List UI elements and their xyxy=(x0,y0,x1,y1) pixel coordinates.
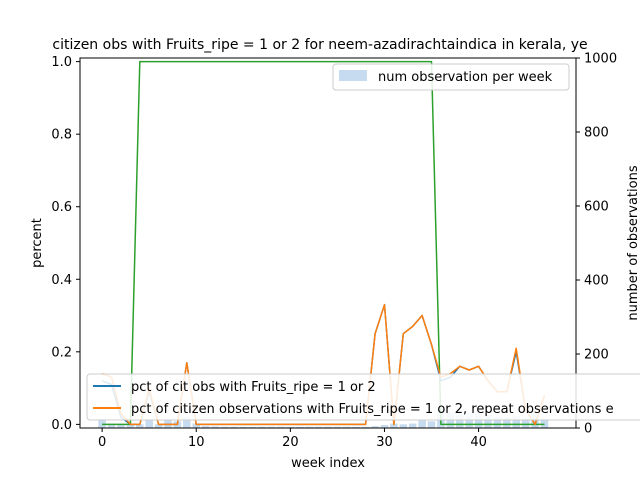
bar-week-38 xyxy=(456,413,464,428)
legend-line-label-2: pct of citizen observations with Fruits_… xyxy=(131,402,614,417)
bar-week-42 xyxy=(493,416,502,428)
legend-frame xyxy=(86,373,640,421)
bar-week-24 xyxy=(324,426,332,428)
bar-week-41 xyxy=(484,415,492,428)
bar-week-16 xyxy=(248,426,257,428)
y-right-tick-label: 1000 xyxy=(584,52,617,67)
x-tick-label: 0 xyxy=(98,435,106,450)
y-right-tick-label: 200 xyxy=(584,348,609,363)
legend-bar-label: num observation per week xyxy=(378,70,553,85)
x-tick-label: 10 xyxy=(188,435,205,450)
y-axis-right-label: number of observations xyxy=(626,165,640,320)
x-axis-label: week index xyxy=(291,456,365,471)
bar-week-1 xyxy=(107,423,116,428)
bar-week-3 xyxy=(126,425,135,428)
bar-week-14 xyxy=(230,426,238,428)
y-tick-label: 0.4 xyxy=(51,273,72,288)
bar-week-13 xyxy=(220,426,229,428)
bar-week-46 xyxy=(531,413,539,428)
bar-week-22 xyxy=(305,426,313,428)
bar-week-32 xyxy=(399,424,408,428)
bar-week-29 xyxy=(371,426,379,428)
legend-frame xyxy=(332,63,570,91)
bar-week-34 xyxy=(418,420,426,428)
line-series xyxy=(101,60,546,426)
bar-week-27 xyxy=(352,426,360,428)
bar-week-12 xyxy=(211,426,219,428)
bar-week-0 xyxy=(98,418,106,428)
x-axis: 0 10 20 30 40 xyxy=(98,428,487,450)
bar-week-43 xyxy=(503,417,511,428)
bar-week-9 xyxy=(183,416,191,428)
bar-week-39 xyxy=(465,413,473,428)
legend-line-label-1: pct of cit obs with Fruits_ripe = 1 or 2 xyxy=(131,380,376,395)
bar-week-47 xyxy=(540,418,549,428)
bar-week-2 xyxy=(117,424,125,428)
y-right-tick-label: 800 xyxy=(584,126,609,141)
x-tick-label: 20 xyxy=(282,435,299,450)
y-tick-label: 0.0 xyxy=(51,418,72,433)
bar-week-21 xyxy=(296,426,304,428)
bar-week-6 xyxy=(154,424,163,428)
bar-week-5 xyxy=(145,419,153,428)
bar-week-35 xyxy=(427,421,436,428)
y-axis-left: 0.0 0.2 0.4 0.6 0.8 1.0 xyxy=(51,55,80,433)
chart-title: citizen obs with Fruits_ripe = 1 or 2 fo… xyxy=(52,37,587,53)
bar-week-33 xyxy=(408,423,417,428)
y-tick-label: 1.0 xyxy=(51,55,72,70)
bar-week-30 xyxy=(380,425,389,428)
legend-bars: num observation per week xyxy=(332,63,570,91)
bar-week-10 xyxy=(192,423,200,428)
legend-bar-swatch xyxy=(339,70,367,81)
bar-week-11 xyxy=(201,426,210,428)
bar-week-19 xyxy=(277,426,285,428)
bar-week-44 xyxy=(512,416,520,428)
series-line-3 xyxy=(102,60,545,426)
series-line-2 xyxy=(101,303,546,426)
x-tick-label: 40 xyxy=(470,435,487,450)
y-tick-label: 0.8 xyxy=(51,128,72,143)
y-right-tick-label: 0 xyxy=(584,422,592,437)
y-tick-label: 0.6 xyxy=(51,200,72,215)
bar-week-28 xyxy=(361,426,370,428)
y-axis-label: percent xyxy=(30,218,45,268)
y-tick-label: 0.2 xyxy=(51,345,72,360)
bar-week-17 xyxy=(258,426,266,428)
bar-week-20 xyxy=(286,426,295,428)
bar-week-25 xyxy=(333,426,342,428)
y-right-tick-label: 600 xyxy=(584,200,609,215)
bar-week-45 xyxy=(521,418,530,428)
bar-week-26 xyxy=(343,426,351,428)
plot-frame xyxy=(79,57,577,429)
legend-lines: pct of cit obs with Fruits_ripe = 1 or 2… xyxy=(86,373,640,421)
bar-week-18 xyxy=(267,426,276,428)
x-tick-label: 30 xyxy=(376,435,393,450)
bar-week-4 xyxy=(136,424,144,428)
bar-week-31 xyxy=(390,423,398,428)
y-right-tick-label: 400 xyxy=(584,274,609,289)
bar-week-23 xyxy=(314,426,323,428)
y-axis-right: 0 200 400 600 800 1000 xyxy=(576,52,617,437)
bar-week-15 xyxy=(239,426,248,428)
